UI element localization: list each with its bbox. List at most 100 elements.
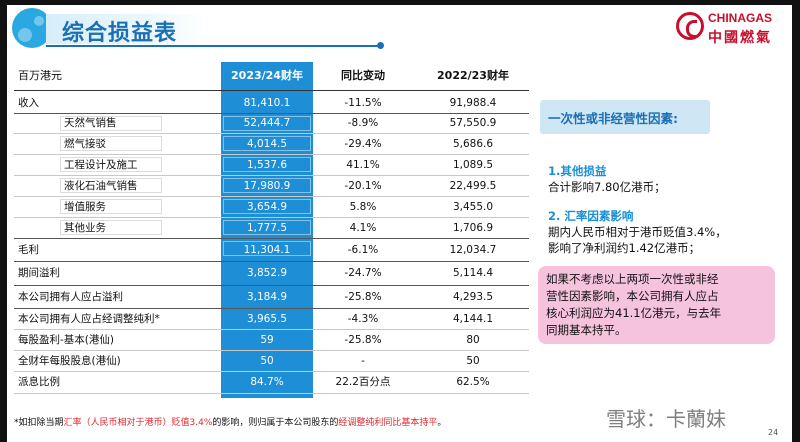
current-year-value: 81,410.1	[243, 97, 291, 109]
row-label: 本公司拥有人应占经调整纯利*	[18, 313, 160, 325]
current-value-box	[223, 178, 311, 193]
prior-year-value: 5,114.4	[452, 267, 494, 279]
table-row: 增值服务 3,654.9 5.8% 3,455.0	[14, 197, 529, 218]
table-row: 燃气接驳 4,014.5 -29.4% 5,686.6	[14, 134, 529, 155]
current-year-value: 4,014.5	[246, 138, 288, 150]
col-header-yoy: 同比变动	[341, 69, 385, 82]
header-rule	[14, 90, 529, 91]
sub-item-box	[60, 199, 162, 214]
row-divider	[14, 261, 529, 262]
logo-mark-icon	[676, 12, 704, 40]
yoy-change-value: -29.4%	[344, 138, 382, 150]
row-label: 燃气接驳	[64, 138, 106, 150]
row-label: 派息比例	[18, 376, 60, 388]
table-row: 期间溢利 3,852.9 -24.7% 5,114.4	[14, 262, 529, 286]
sub-item-box	[60, 157, 162, 172]
table-row: 毛利 11,304.1 -6.1% 12,034.7	[14, 239, 529, 262]
row-divider	[14, 196, 529, 197]
table-row: 其他业务 1,777.5 4.1% 1,706.9	[14, 218, 529, 239]
yoy-change-value: -20.1%	[344, 180, 382, 192]
current-year-value: 59	[260, 334, 274, 346]
fx-heading: 2. 汇率因素影响	[548, 209, 634, 223]
row-label: 天然气销售	[64, 117, 117, 129]
yoy-change-value: -25.8%	[344, 291, 382, 303]
prior-year-value: 91,988.4	[449, 97, 497, 109]
prior-year-value: 3,455.0	[452, 201, 494, 213]
current-year-value: 3,184.9	[246, 291, 288, 303]
table-row: 派息比例 84.7% 22.2百分点 62.5%	[14, 372, 529, 394]
current-year-value: 3,965.5	[246, 313, 288, 325]
current-year-value: 11,304.1	[243, 244, 291, 256]
summary-line-4: 同期基本持平。	[546, 323, 627, 337]
prior-year-value: 1,706.9	[452, 222, 494, 234]
col-header-label: 百万港元	[18, 69, 62, 82]
yoy-change-value: 4.1%	[349, 222, 377, 234]
row-divider	[14, 154, 529, 155]
sub-item-box	[60, 116, 162, 131]
table-row: 本公司拥有人应占溢利 3,184.9 -25.8% 4,293.5	[14, 286, 529, 309]
current-year-value: 84.7%	[250, 376, 284, 388]
prior-year-value: 50	[466, 355, 480, 367]
table-row: 每股盈利-基本(港仙) 59 -25.8% 80	[14, 330, 529, 351]
col-header-prev: 2022/23财年	[437, 69, 509, 82]
yoy-change-value: -11.5%	[344, 97, 382, 109]
prior-year-value: 57,550.9	[449, 117, 497, 129]
current-year-value: 1,537.6	[246, 159, 288, 171]
summary-line-3: 核心利润应为41.1亿港元，与去年	[546, 306, 722, 320]
row-label: 增值服务	[64, 201, 106, 213]
title-band	[46, 14, 206, 44]
row-label: 收入	[18, 97, 39, 109]
sub-item-box	[60, 136, 162, 151]
current-year-value: 1,777.5	[246, 222, 288, 234]
current-year-value: 3,654.9	[246, 201, 288, 213]
row-divider	[14, 113, 529, 114]
fx-text-1: 期内人民币相对于港币贬值3.4%，	[548, 225, 727, 239]
current-year-value: 17,980.9	[243, 180, 291, 192]
yoy-change-value: -24.7%	[344, 267, 382, 279]
row-divider	[14, 308, 529, 309]
logo-text-en: CHINAGAS	[708, 11, 773, 25]
row-divider	[14, 350, 529, 351]
prior-year-value: 62.5%	[456, 376, 490, 388]
yoy-change-value: -4.3%	[347, 313, 379, 325]
right-border	[792, 0, 800, 442]
yoy-change-value: -25.8%	[344, 334, 382, 346]
current-value-box	[223, 220, 311, 235]
row-divider	[14, 238, 529, 239]
prior-year-value: 5,686.6	[452, 138, 494, 150]
table-row: 收入 81,410.1 -11.5% 91,988.4	[14, 94, 529, 114]
table-row: 工程设计及施工 1,537.6 41.1% 1,089.5	[14, 155, 529, 176]
title-underline-dot	[377, 42, 384, 49]
table-row: 全财年每股股息(港仙) 50 - 50	[14, 351, 529, 372]
page-title: 综合损益表	[62, 21, 178, 46]
side-title-box	[540, 100, 710, 134]
row-divider	[14, 285, 529, 286]
yoy-change-value: 22.2百分点	[335, 376, 391, 388]
table-row: 天然气销售 52,444.7 -8.9% 57,550.9	[14, 114, 529, 134]
other-gains-text: 合计影响7.80亿港币；	[548, 180, 666, 194]
table-row: 液化石油气销售 17,980.9 -20.1% 22,499.5	[14, 176, 529, 197]
current-value-box	[223, 136, 311, 151]
current-year-column	[221, 91, 313, 398]
row-divider	[14, 133, 529, 134]
current-value-box	[223, 199, 311, 214]
current-value-box	[223, 241, 311, 256]
logo-text-zh: 中國燃氣	[708, 30, 772, 46]
prior-year-value: 1,089.5	[452, 159, 494, 171]
row-label: 每股盈利-基本(港仙)	[18, 334, 114, 346]
current-year-value: 3,852.9	[246, 267, 288, 279]
current-value-box	[223, 157, 311, 172]
table-row: 本公司拥有人应占经调整纯利* 3,965.5 -4.3% 4,144.1	[14, 309, 529, 330]
prior-year-value: 22,499.5	[449, 180, 497, 192]
row-label: 液化石油气销售	[64, 180, 138, 192]
row-divider	[14, 175, 529, 176]
title-underline	[46, 45, 380, 47]
yoy-change-value: -6.1%	[347, 244, 379, 256]
left-border	[0, 0, 7, 442]
col-header-current: 2023/24财年	[221, 62, 313, 90]
top-border	[0, 0, 800, 5]
company-logo: CHINAGAS 中國燃氣	[676, 10, 786, 46]
summary-highlight-box	[538, 266, 775, 344]
current-year-value: 50	[260, 355, 274, 367]
row-label: 本公司拥有人应占溢利	[18, 291, 123, 303]
